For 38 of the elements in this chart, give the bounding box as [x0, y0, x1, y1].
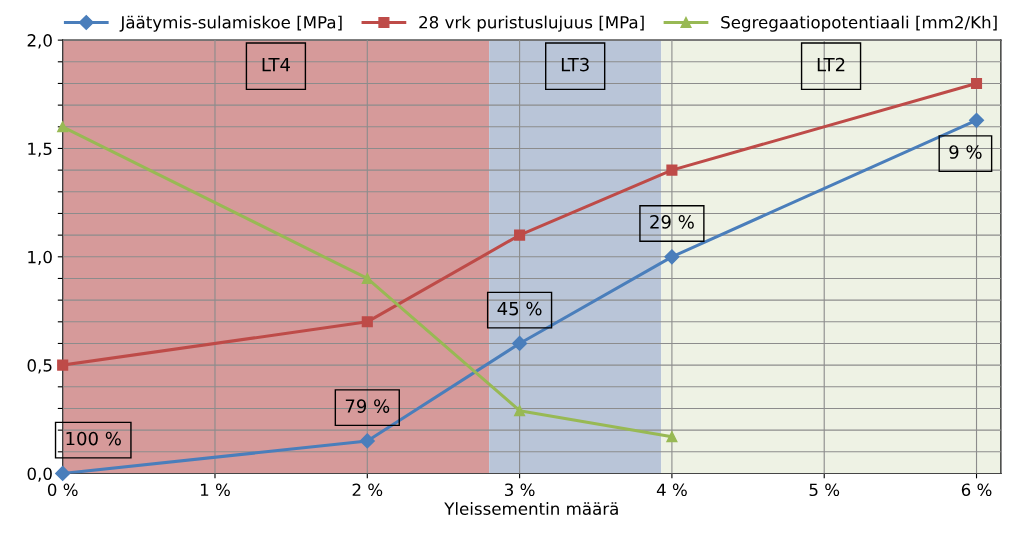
annotation: 29 % [650, 215, 694, 229]
legend-label: 28 vrk puristuslujuus [MPa] [419, 15, 644, 32]
band-label: LT3 [561, 57, 589, 72]
y-tick-label: 1,5 [28, 142, 52, 157]
point [512, 335, 528, 352]
x-tick-label: 4 % [656, 483, 687, 497]
y-tick-label: 2,0 [27, 34, 52, 49]
band-label: LT4 [262, 58, 290, 72]
x-tick-label: 3 % [505, 483, 535, 497]
point [359, 433, 375, 449]
y-tick-label: 0,0 [27, 467, 52, 482]
point [970, 77, 983, 90]
point [666, 164, 678, 176]
point [666, 431, 678, 443]
annotation: 9 % [949, 145, 982, 159]
annotation: 45 % [497, 301, 542, 316]
legend-label: Segregaatiopotentiaali [mm2/Kh] [721, 15, 997, 32]
band-label: LT2 [817, 57, 845, 72]
point [968, 112, 985, 128]
point [361, 316, 373, 328]
point [514, 229, 526, 241]
x-tick-label: 6 % [961, 483, 992, 497]
point [55, 465, 71, 482]
point [57, 359, 69, 371]
x-tick-label: 0 % [47, 483, 78, 497]
point [664, 249, 680, 265]
y-tick-label: 1,0 [28, 250, 52, 266]
point [57, 121, 69, 133]
annotation: 79 % [345, 399, 390, 413]
annotation: 100 % [66, 431, 121, 446]
x-tick-label: 5 % [809, 483, 840, 497]
legend-label: Jäätymis-sulamiskoe [MPa] [119, 15, 342, 32]
y-tick-label: 0,5 [27, 359, 52, 374]
point [514, 405, 526, 417]
point [361, 272, 373, 285]
x-tick-label: 1 % [200, 483, 230, 497]
x-axis-title: Yleissementin määrä [444, 502, 618, 516]
x-tick-label: 2 % [352, 483, 383, 497]
